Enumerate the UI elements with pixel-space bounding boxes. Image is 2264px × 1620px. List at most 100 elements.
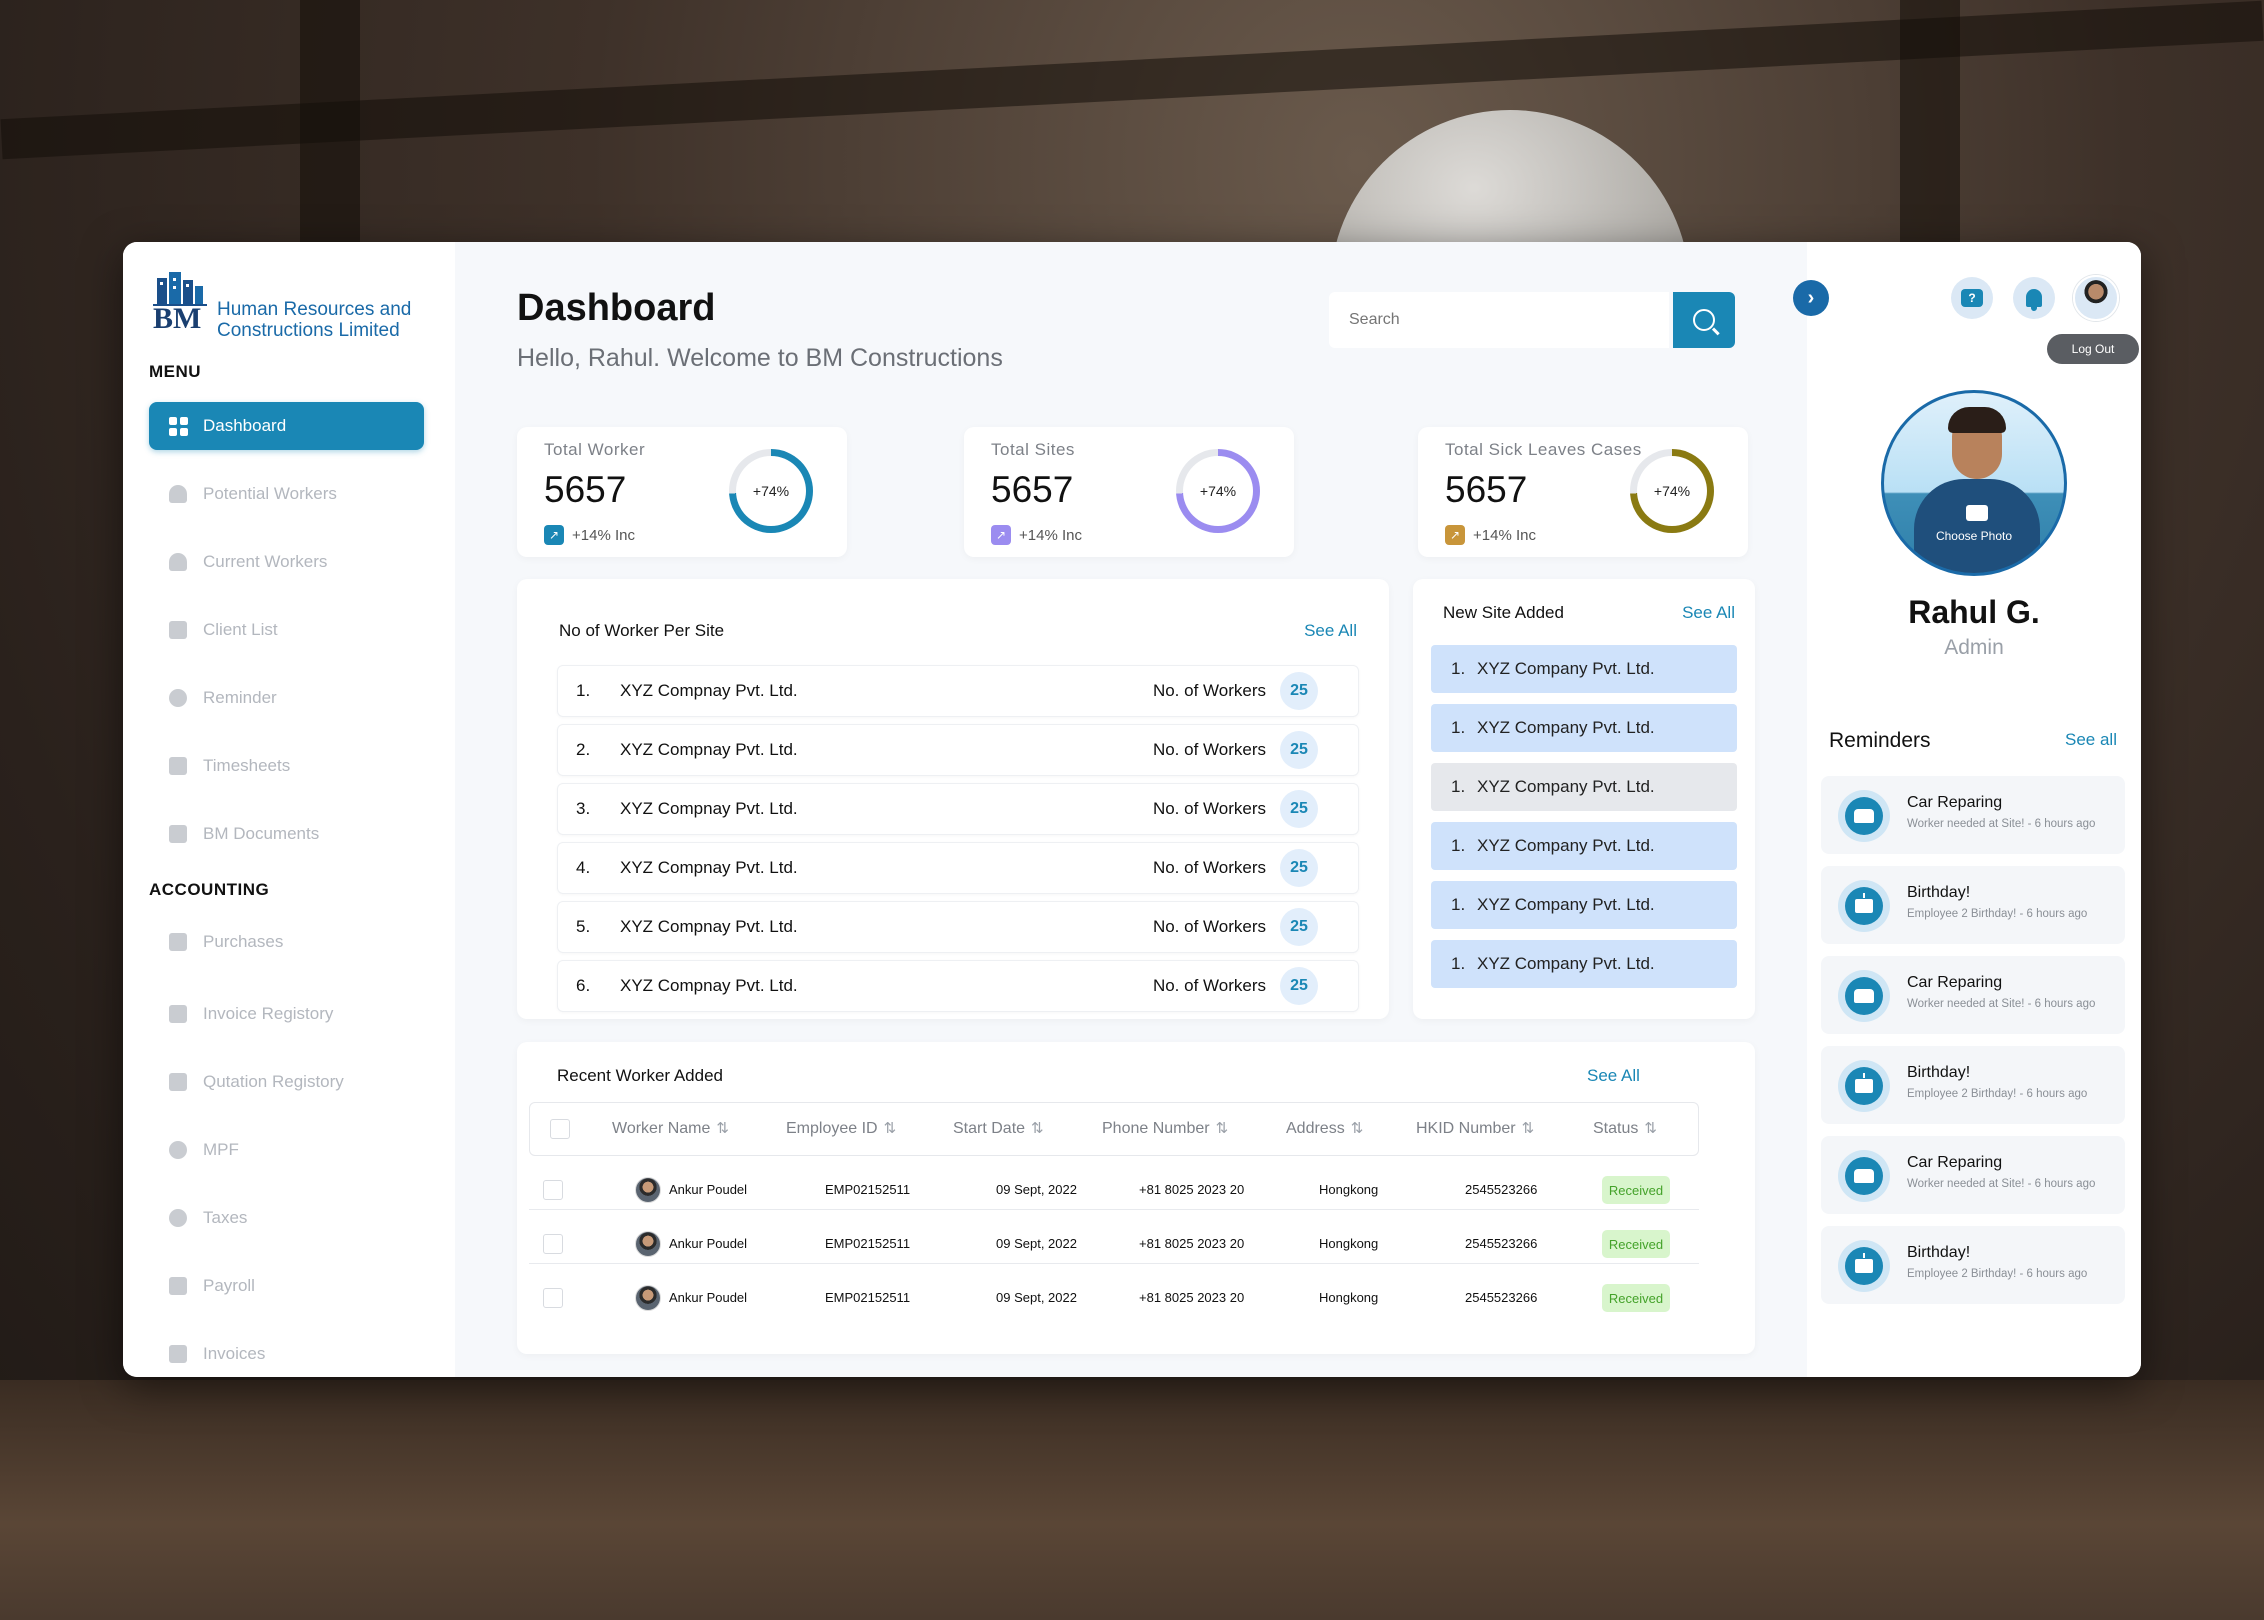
column-header[interactable]: Phone Number ⇅: [1102, 1119, 1228, 1138]
progress-ring: +74%: [1630, 449, 1714, 533]
recent-workers-see-all[interactable]: See All: [1587, 1066, 1640, 1085]
sidebar-item-payroll[interactable]: Payroll: [149, 1262, 424, 1310]
reminder-item[interactable]: Car Reparing Worker needed at Site! - 6 h…: [1821, 1136, 2125, 1214]
reminder-item[interactable]: Birthday! Employee 2 Birthday! - 6 hours …: [1821, 1046, 2125, 1124]
person-icon: [169, 553, 187, 571]
help-button[interactable]: ?: [1951, 277, 1993, 319]
column-header-label: Worker Name: [612, 1120, 711, 1137]
reminders-see-all[interactable]: See all: [2065, 730, 2117, 749]
column-header[interactable]: Status ⇅: [1593, 1119, 1657, 1138]
card-title: No of Worker Per Site: [559, 621, 725, 640]
reminder-title: Car Reparing: [1907, 1154, 2003, 1171]
worker-avatar: [635, 1231, 661, 1257]
new-sites-see-all[interactable]: See All: [1682, 603, 1735, 622]
invoice-icon: [169, 1005, 187, 1023]
sidebar-item-current-workers[interactable]: Current Workers: [149, 538, 424, 586]
search-input[interactable]: [1329, 292, 1669, 348]
select-all-checkbox[interactable]: [550, 1119, 570, 1139]
sidebar-item-mpf[interactable]: MPF: [149, 1126, 424, 1174]
reminder-subtitle: Employee 2 Birthday! - 6 hours ago: [1907, 908, 2088, 920]
sidebar-item-purchases[interactable]: Purchases: [149, 918, 424, 966]
sidebar-item-label: Potential Workers: [203, 484, 337, 503]
sidebar-item-dashboard[interactable]: Dashboard: [149, 402, 424, 450]
column-header[interactable]: Worker Name ⇅: [612, 1119, 729, 1138]
reminder-icon-circle: [1845, 1247, 1883, 1285]
worker-count-badge: 25: [1280, 731, 1318, 769]
profile-photo[interactable]: Choose Photo: [1881, 390, 2067, 576]
sidebar-item-client-list[interactable]: Client List: [149, 606, 424, 654]
column-header[interactable]: Employee ID ⇅: [786, 1119, 896, 1138]
sidebar-item-invoice-registory[interactable]: Invoice Registory: [149, 990, 424, 1038]
new-site-row[interactable]: 1. XYZ Company Pvt. Ltd.: [1431, 940, 1737, 988]
stat-increase: ↗ +14% Inc: [544, 525, 635, 545]
expand-panel-button[interactable]: ›: [1793, 280, 1829, 316]
sort-icon: ⇅: [1215, 1120, 1229, 1137]
stat-label: Total Sites: [991, 440, 1075, 459]
new-site-row[interactable]: 1. XYZ Company Pvt. Ltd.: [1431, 881, 1737, 929]
cell-id: EMP02152511: [825, 1290, 911, 1305]
site-row[interactable]: 1. XYZ Compnay Pvt. Ltd. No. of Workers 25: [557, 665, 1359, 717]
new-site-row[interactable]: 1. XYZ Company Pvt. Ltd.: [1431, 763, 1737, 811]
worker-name[interactable]: Ankur Poudel: [669, 1182, 748, 1197]
site-row[interactable]: 2. XYZ Compnay Pvt. Ltd. No. of Workers 25: [557, 724, 1359, 776]
group-icon: [169, 1141, 187, 1159]
worker-name[interactable]: Ankur Poudel: [669, 1290, 748, 1305]
sidebar-item-bm-documents[interactable]: BM Documents: [149, 810, 424, 858]
progress-ring: +74%: [729, 449, 813, 533]
new-site-row[interactable]: 1. XYZ Company Pvt. Ltd.: [1431, 704, 1737, 752]
clock-icon: [169, 689, 187, 707]
site-row[interactable]: 6. XYZ Compnay Pvt. Ltd. No. of Workers 25: [557, 960, 1359, 1012]
site-row[interactable]: 3. XYZ Compnay Pvt. Ltd. No. of Workers 25: [557, 783, 1359, 835]
sidebar-item-reminder[interactable]: Reminder: [149, 674, 424, 722]
car-icon: [1854, 809, 1874, 823]
workers-per-site-see-all[interactable]: See All: [1304, 621, 1357, 640]
reminder-item[interactable]: Birthday! Employee 2 Birthday! - 6 hours …: [1821, 866, 2125, 944]
reminder-icon-wrap: [1838, 1060, 1890, 1112]
sort-icon: ⇅: [1521, 1120, 1535, 1137]
column-header[interactable]: Start Date ⇅: [953, 1119, 1044, 1138]
brand-logo[interactable]: BM Human Resources and Constructions Lim…: [151, 272, 411, 341]
new-site-row[interactable]: 1. XYZ Company Pvt. Ltd.: [1431, 822, 1737, 870]
user-avatar[interactable]: [2073, 275, 2119, 321]
sidebar-item-qutation-registory[interactable]: Qutation Registory: [149, 1058, 424, 1106]
profile-illustration-body: [1914, 479, 2040, 573]
reminder-item[interactable]: Car Reparing Worker needed at Site! - 6 h…: [1821, 956, 2125, 1034]
notifications-button[interactable]: [2013, 277, 2055, 319]
stat-label: Total Worker: [544, 440, 646, 459]
sidebar-item-invoices[interactable]: Invoices: [149, 1330, 424, 1377]
stat-card-total-worker: Total Worker 5657 ↗ +14% Inc +74%: [517, 427, 847, 557]
row-checkbox[interactable]: [543, 1234, 563, 1254]
column-header[interactable]: HKID Number ⇅: [1416, 1119, 1534, 1138]
worker-avatar: [635, 1285, 661, 1311]
row-number: 1.: [1451, 954, 1466, 973]
reminder-item[interactable]: Car Reparing Worker needed at Site! - 6 h…: [1821, 776, 2125, 854]
app-window: BM Human Resources and Constructions Lim…: [123, 242, 2141, 1377]
reminder-icon-circle: [1845, 887, 1883, 925]
company-name: XYZ Company Pvt. Ltd.: [1477, 718, 1655, 737]
new-site-row[interactable]: 1. XYZ Company Pvt. Ltd.: [1431, 645, 1737, 693]
sidebar-item-label: Reminder: [203, 688, 277, 707]
document-icon: [169, 825, 187, 843]
sidebar-item-potential-workers[interactable]: Potential Workers: [149, 470, 424, 518]
person-icon: [169, 485, 187, 503]
sidebar-item-taxes[interactable]: Taxes: [149, 1194, 424, 1242]
row-number: 2.: [576, 740, 591, 759]
reminder-item[interactable]: Birthday! Employee 2 Birthday! - 6 hours …: [1821, 1226, 2125, 1304]
sidebar-item-label: BM Documents: [203, 824, 320, 843]
site-row[interactable]: 4. XYZ Compnay Pvt. Ltd. No. of Workers 25: [557, 842, 1359, 894]
column-header[interactable]: Address ⇅: [1286, 1119, 1363, 1138]
reminder-subtitle: Employee 2 Birthday! - 6 hours ago: [1907, 1088, 2088, 1100]
bell-icon: [2026, 289, 2042, 311]
row-checkbox[interactable]: [543, 1288, 563, 1308]
progress-ring-label: +74%: [1637, 456, 1707, 526]
search-button[interactable]: [1673, 292, 1735, 348]
worker-name[interactable]: Ankur Poudel: [669, 1236, 748, 1251]
site-row[interactable]: 5. XYZ Compnay Pvt. Ltd. No. of Workers 25: [557, 901, 1359, 953]
stat-card-total-sites: Total Sites 5657 ↗ +14% Inc +74%: [964, 427, 1294, 557]
reminder-subtitle: Worker needed at Site! - 6 hours ago: [1907, 1178, 2096, 1190]
column-header-label: Start Date: [953, 1120, 1026, 1137]
cell-phone: +81 8025 2023 20: [1139, 1290, 1245, 1305]
sidebar-item-timesheets[interactable]: Timesheets: [149, 742, 424, 790]
logout-button[interactable]: Log Out: [2047, 334, 2139, 364]
row-checkbox[interactable]: [543, 1180, 563, 1200]
